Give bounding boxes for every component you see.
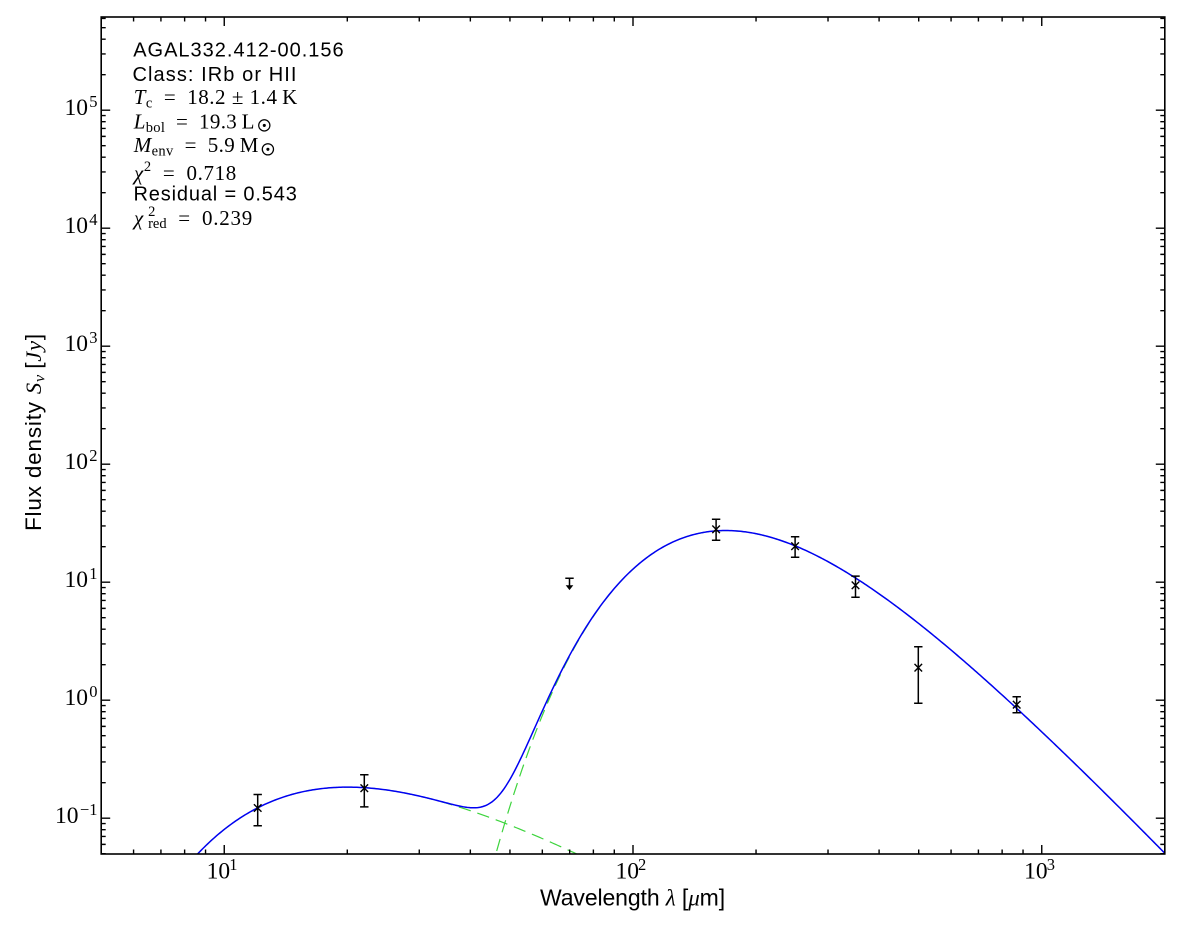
svg-text:Residual = 0.543: Residual = 0.543 [134, 184, 298, 206]
svg-text:10: 10 [65, 685, 89, 711]
svg-text:2: 2 [148, 204, 155, 220]
svg-text:10: 10 [55, 803, 79, 829]
svg-text:3: 3 [89, 328, 97, 347]
svg-text:AGAL332.412-00.156: AGAL332.412-00.156 [133, 40, 345, 62]
svg-text:2: 2 [89, 446, 97, 465]
svg-text:Lbol = 19.3 L: Lbol = 19.3 L [133, 110, 255, 137]
svg-text:5: 5 [89, 92, 97, 111]
svg-text:Menv = 5.9 M: Menv = 5.9 M [133, 133, 259, 160]
svg-text:0: 0 [89, 682, 97, 701]
svg-text:2: 2 [638, 855, 646, 874]
svg-text:χ: χ [132, 206, 144, 230]
svg-text:Class: IRb or HII: Class: IRb or HII [133, 64, 298, 86]
svg-text:χ2 = 0.718: χ2 = 0.718 [132, 159, 237, 185]
svg-text:10: 10 [65, 213, 89, 239]
svg-text:Wavelength λ [μm]: Wavelength λ [μm] [540, 884, 725, 910]
svg-text:10: 10 [1024, 858, 1048, 884]
svg-text:4: 4 [89, 210, 97, 229]
svg-text:Flux density Sν [Jy]: Flux density Sν [Jy] [21, 333, 49, 531]
svg-text:10: 10 [65, 331, 89, 357]
svg-text:= 0.239: = 0.239 [178, 206, 253, 230]
svg-text:1: 1 [89, 564, 97, 583]
svg-text:Tc = 18.2 ± 1.4 K: Tc = 18.2 ± 1.4 K [134, 85, 298, 112]
svg-text:red: red [148, 216, 167, 232]
svg-text:3: 3 [1047, 855, 1055, 874]
svg-text:1: 1 [229, 855, 237, 874]
svg-text:10: 10 [65, 567, 89, 593]
svg-text:10: 10 [65, 95, 89, 121]
svg-text:10: 10 [65, 449, 89, 475]
svg-text:−1: −1 [80, 800, 98, 819]
svg-text:10: 10 [207, 858, 231, 884]
svg-text:10: 10 [615, 858, 639, 884]
